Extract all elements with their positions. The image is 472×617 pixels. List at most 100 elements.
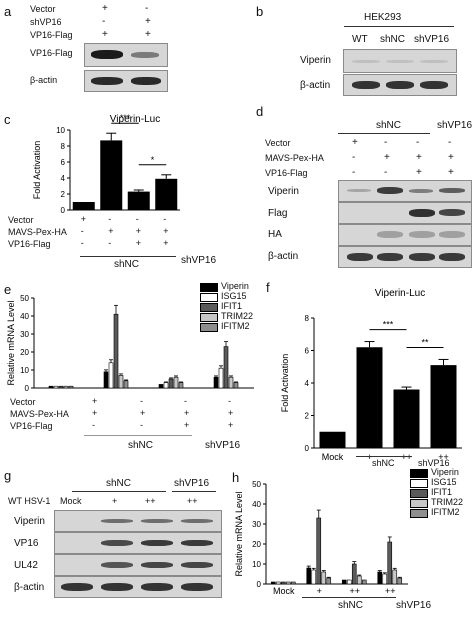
condition-label: MAVS-Pex-HA [10,409,69,419]
bar [382,573,388,585]
condition-label: Vector [265,138,291,148]
bar [319,431,346,448]
blot-band [91,77,123,85]
blot-band [101,540,133,546]
panel-f-letter: f [266,280,270,295]
blot-band [181,519,213,523]
bar [168,378,174,389]
group-line [80,256,176,257]
condition-label: VP16-Flag [8,239,51,249]
bar [123,380,129,389]
condition-label: Vector [8,215,34,225]
sign: + [135,238,142,248]
group-line [302,597,396,598]
sign: + [102,29,108,40]
significance-label: *** [383,320,394,330]
sign: - [163,214,167,224]
legend-label: IFIT1 [431,487,453,497]
blot-label: β-actin [268,251,299,262]
bar [68,385,74,389]
cell-line-label: HEK293 [364,12,402,23]
legend-label: ISG15 [431,477,457,487]
blot-band [141,540,173,546]
y-tick-label: 10 [20,366,29,375]
sign: + [163,238,169,248]
lane-label: ++ [145,496,156,506]
x-tick-label: ++ [438,452,449,462]
blot-band [386,60,414,63]
group-label: shVP16 [437,120,472,131]
y-tick-label: 20 [20,348,29,357]
blot-band [409,209,435,217]
x-tick-label: Mock [322,452,344,462]
y-axis-label: Relative mRNA Level [6,300,16,385]
bar [285,581,291,585]
sign: + [228,408,234,418]
x-tick-label: ++ [385,586,396,596]
blot-band [439,231,465,238]
sign: + [135,226,142,236]
blot-band [439,253,465,261]
y-tick-label: 30 [20,330,29,339]
group-line [338,133,430,134]
blot-band [409,253,435,261]
sign: + [80,214,87,224]
x-tick-label: ++ [401,452,412,462]
y-tick-label: 6 [305,347,310,356]
western-blot-actin [84,70,168,92]
y-tick-label: 0 [257,580,262,589]
sign: + [384,152,390,163]
legend-swatch [200,323,218,332]
western-blot-actin [338,246,472,268]
sign: - [80,226,84,236]
bar [326,577,332,585]
sign: - [140,396,143,406]
y-axis-label: Fold Activation [32,141,42,200]
legend-label: IFITM2 [221,321,250,331]
chart-title: Viperin-Luc [110,114,160,125]
sign: - [108,238,112,248]
bar [100,140,123,210]
condition-label: Vector [10,397,36,407]
group-line [172,491,216,492]
y-tick-label: 20 [252,540,261,549]
sign: + [228,420,234,430]
condition-label: MAVS-Pex-HA [265,153,324,163]
blot-band [377,253,403,261]
x-tick-label: Mock [273,586,295,596]
blot-label: VP16-Flag [30,48,73,58]
bar [341,579,347,585]
panel-c-letter: c [4,112,11,127]
sign: + [184,408,190,418]
sign: + [352,137,358,148]
blot-band [409,189,433,193]
blot-label: β-actin [14,582,45,593]
legend-swatch [410,479,428,488]
bar [63,385,69,389]
bar [213,376,219,389]
sign: - [102,16,106,27]
blot-band [386,81,414,89]
legend-swatch [410,499,428,508]
group-line [84,435,192,436]
bar [280,581,286,585]
y-tick-label: 6 [61,158,66,167]
bar [290,581,296,585]
legend-swatch [410,469,428,478]
group-label: shVP16 [396,600,432,611]
bar [316,517,322,585]
group-label: shNC [372,458,395,468]
sign: + [448,152,454,163]
bar [361,579,367,585]
bar [155,178,178,210]
group-line [344,26,454,27]
significance-label: * [151,155,155,165]
group-label: shNC [376,120,402,131]
western-blot-actin [54,576,222,598]
y-tick-label: 30 [252,520,261,529]
legend-swatch [200,283,218,292]
blot-band [439,188,465,193]
legend-label: Viperin [221,281,249,291]
bar [228,376,234,389]
